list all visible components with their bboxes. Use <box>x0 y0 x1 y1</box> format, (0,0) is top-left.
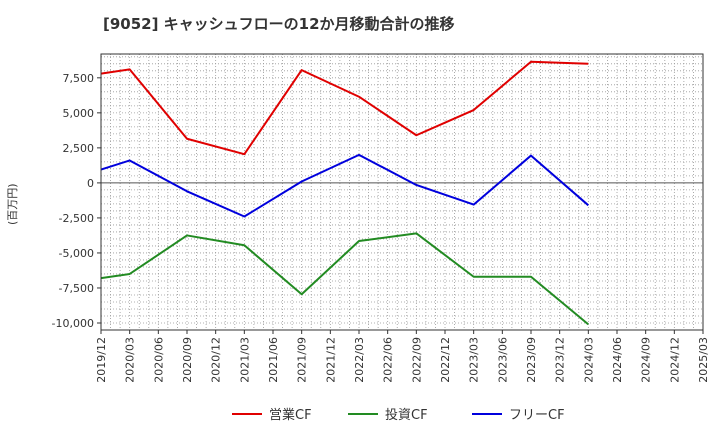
plot-area-frame <box>100 53 704 331</box>
series-line-営業CF <box>100 60 589 156</box>
x-tick-label: 2025/03 <box>697 337 710 383</box>
x-tick-label: 2020/03 <box>124 337 137 383</box>
legend-label: フリーCF <box>509 408 565 423</box>
x-tick-label: 2021/03 <box>238 337 251 383</box>
chart-title: [9052] キャッシュフローの12か月移動合計の推移 <box>103 15 455 33</box>
x-tick-label: 2023/12 <box>554 337 567 383</box>
x-tick-label: 2024/09 <box>640 337 653 383</box>
x-tick-label: 2022/09 <box>410 337 423 383</box>
y-tick-label: 2,500 <box>63 142 95 155</box>
x-tick-label: 2020/09 <box>181 337 194 383</box>
legend-label: 投資CF <box>385 407 428 423</box>
x-tick-label: 2023/09 <box>525 337 538 383</box>
y-tick-label: -7,500 <box>59 282 94 295</box>
x-tick-label: 2022/03 <box>353 337 366 383</box>
x-tick-label: 2022/06 <box>382 337 395 383</box>
y-tick-label: -5,000 <box>59 247 94 260</box>
x-tick-label: 2020/06 <box>152 337 165 383</box>
y-tick-label: 7,500 <box>63 72 95 85</box>
series-line-フリーCF <box>100 153 589 218</box>
y-tick-label: 0 <box>87 177 94 190</box>
x-tick-label: 2020/12 <box>210 337 223 383</box>
y-tick-label: -2,500 <box>59 212 94 225</box>
y-tick-label: -10,000 <box>52 317 94 330</box>
legend-label: 営業CF <box>269 407 312 423</box>
x-tick-label: 2023/03 <box>468 337 481 383</box>
x-tick-label: 2022/12 <box>439 337 452 383</box>
x-tick-label: 2021/12 <box>324 337 337 383</box>
y-tick-label: 5,000 <box>63 107 95 120</box>
x-tick-label: 2024/06 <box>611 337 624 383</box>
x-tick-label: 2021/06 <box>267 337 280 383</box>
x-tick-label: 2019/12 <box>95 337 108 383</box>
x-tick-label: 2024/12 <box>668 337 681 383</box>
x-tick-label: 2024/03 <box>582 337 595 383</box>
series-line-投資CF <box>100 232 589 326</box>
x-tick-label: 2023/06 <box>496 337 509 383</box>
x-tick-label: 2021/09 <box>296 337 309 383</box>
